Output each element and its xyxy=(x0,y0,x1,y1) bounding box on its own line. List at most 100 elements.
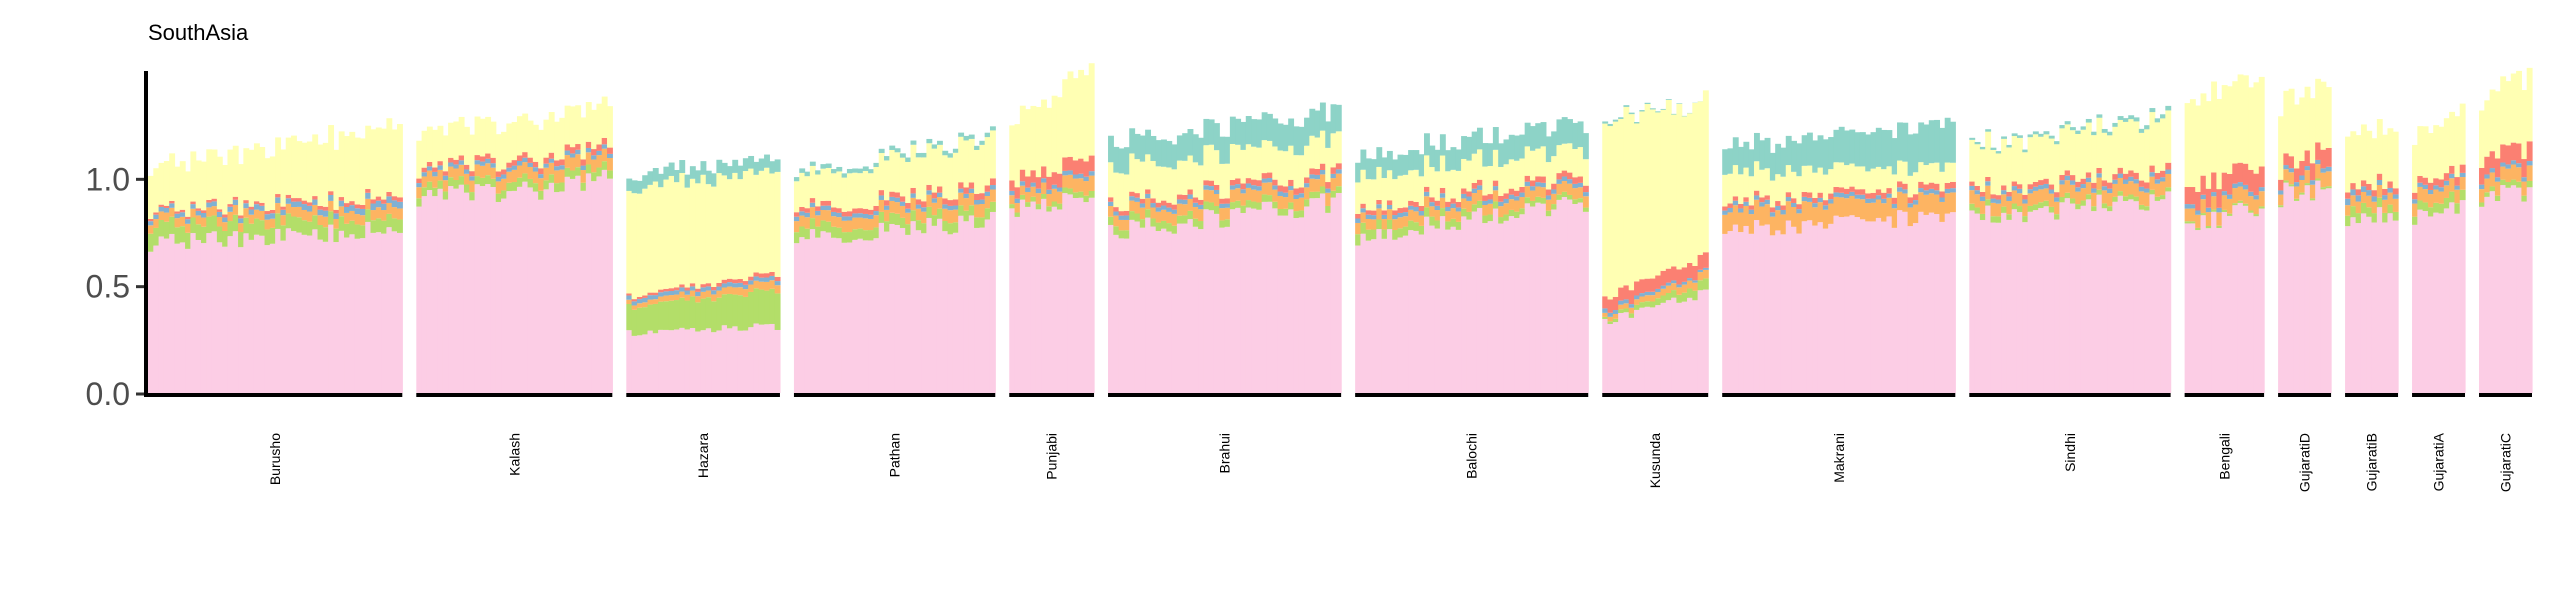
bar-segment xyxy=(2527,187,2533,393)
bar-segment xyxy=(753,175,759,273)
bar-segment xyxy=(2038,208,2044,393)
bar-segment xyxy=(1020,170,1026,182)
bar-segment xyxy=(2516,188,2522,393)
bar-segment xyxy=(1807,198,1813,202)
bar-segment xyxy=(1166,212,1172,223)
bar-segment xyxy=(1934,163,1940,184)
bar-segment xyxy=(969,135,975,139)
bar-segment xyxy=(1738,208,1744,212)
bar-segment xyxy=(2017,212,2023,393)
bar-segment xyxy=(222,222,228,231)
bar-segment xyxy=(286,138,292,195)
bar-segment xyxy=(1939,172,1945,192)
bar-segment xyxy=(1135,214,1141,222)
bar-segment xyxy=(291,207,297,216)
bar-segment xyxy=(942,155,948,198)
bar-segment xyxy=(1262,194,1268,201)
bar-segment xyxy=(2118,120,2124,168)
bar-segment xyxy=(1293,218,1299,393)
bar-segment xyxy=(2222,85,2228,173)
bar-segment xyxy=(1823,175,1829,201)
bar-segment xyxy=(206,200,212,203)
bar-segment xyxy=(1770,181,1776,208)
bar-segment xyxy=(2165,191,2171,393)
bar-segment xyxy=(2484,192,2490,197)
bar-segment xyxy=(1812,198,1818,203)
bar-segment xyxy=(2253,199,2259,214)
bar-segment xyxy=(1124,239,1130,393)
bar-segment xyxy=(1015,217,1021,393)
bar-segment xyxy=(2195,106,2201,192)
bar-segment xyxy=(1482,223,1488,393)
bar-segment xyxy=(1020,186,1026,195)
bar-segment xyxy=(1759,207,1765,226)
bar-segment xyxy=(2278,116,2284,179)
bar-segment xyxy=(937,145,943,187)
bar-segment xyxy=(1235,208,1241,393)
bar-segment xyxy=(238,164,244,215)
bar-segment xyxy=(1225,227,1231,393)
bar-segment xyxy=(1871,203,1877,222)
bar-segment xyxy=(658,292,664,296)
bar-segment xyxy=(2366,184,2372,190)
bar-segment xyxy=(1629,308,1635,314)
bar-segment xyxy=(1855,217,1861,393)
bar-segment xyxy=(243,218,249,234)
bar-segment xyxy=(2022,195,2028,200)
bar-segment xyxy=(2185,204,2191,209)
bar-segment xyxy=(1765,138,1771,168)
bar-segment xyxy=(2190,187,2196,204)
bar-segment xyxy=(810,207,816,218)
bar-segment xyxy=(1209,202,1215,210)
bar-segment xyxy=(1461,209,1467,217)
bar-segment xyxy=(185,219,191,224)
bar-segment xyxy=(2387,128,2393,181)
bar-segment xyxy=(312,196,318,199)
bar-segment xyxy=(1765,224,1771,393)
bar-segment xyxy=(1556,145,1562,173)
bar-segment xyxy=(1562,192,1568,197)
bar-segment xyxy=(810,162,816,166)
bar-segment xyxy=(1871,132,1877,168)
bar-segment xyxy=(2433,178,2439,185)
bar-segment xyxy=(238,247,244,393)
bar-segment xyxy=(1865,203,1871,221)
bar-segment xyxy=(2243,204,2249,206)
bar-segment xyxy=(1376,229,1382,393)
bar-segment xyxy=(2305,183,2311,185)
bar-segment xyxy=(2449,166,2455,174)
population-group-kusunda xyxy=(1602,90,1709,397)
bar-segment xyxy=(1578,121,1584,147)
bar-segment xyxy=(422,176,428,187)
bar-segment xyxy=(453,189,459,393)
bar-segment xyxy=(1786,165,1792,192)
bar-segment xyxy=(2232,203,2238,205)
bar-segment xyxy=(1408,210,1414,221)
bar-segment xyxy=(2059,125,2065,128)
bar-segment xyxy=(227,221,233,236)
bar-segment xyxy=(1823,200,1829,205)
bar-segment xyxy=(280,215,286,225)
bar-segment xyxy=(963,198,969,211)
bar-segment xyxy=(2001,194,2007,206)
bar-segment xyxy=(333,219,339,229)
bar-segment xyxy=(328,211,334,224)
bar-segment xyxy=(2326,188,2332,393)
bar-segment xyxy=(2139,191,2145,205)
bar-segment xyxy=(227,212,233,221)
bar-segment xyxy=(1828,169,1834,193)
bar-segment xyxy=(2516,167,2522,181)
bar-segment xyxy=(2049,185,2055,190)
bar-segment xyxy=(1562,177,1568,182)
bar-segment xyxy=(2081,130,2087,179)
bar-segment xyxy=(2134,117,2140,121)
bar-segment xyxy=(1046,190,1052,194)
y-tick xyxy=(136,393,144,396)
bar-segment xyxy=(164,239,170,393)
bar-segment xyxy=(1509,135,1515,160)
bar-segment xyxy=(685,290,691,294)
bar-segment xyxy=(1583,133,1589,159)
bar-segment xyxy=(1145,209,1151,217)
bar-segment xyxy=(642,298,648,302)
bar-segment xyxy=(1945,193,1951,213)
